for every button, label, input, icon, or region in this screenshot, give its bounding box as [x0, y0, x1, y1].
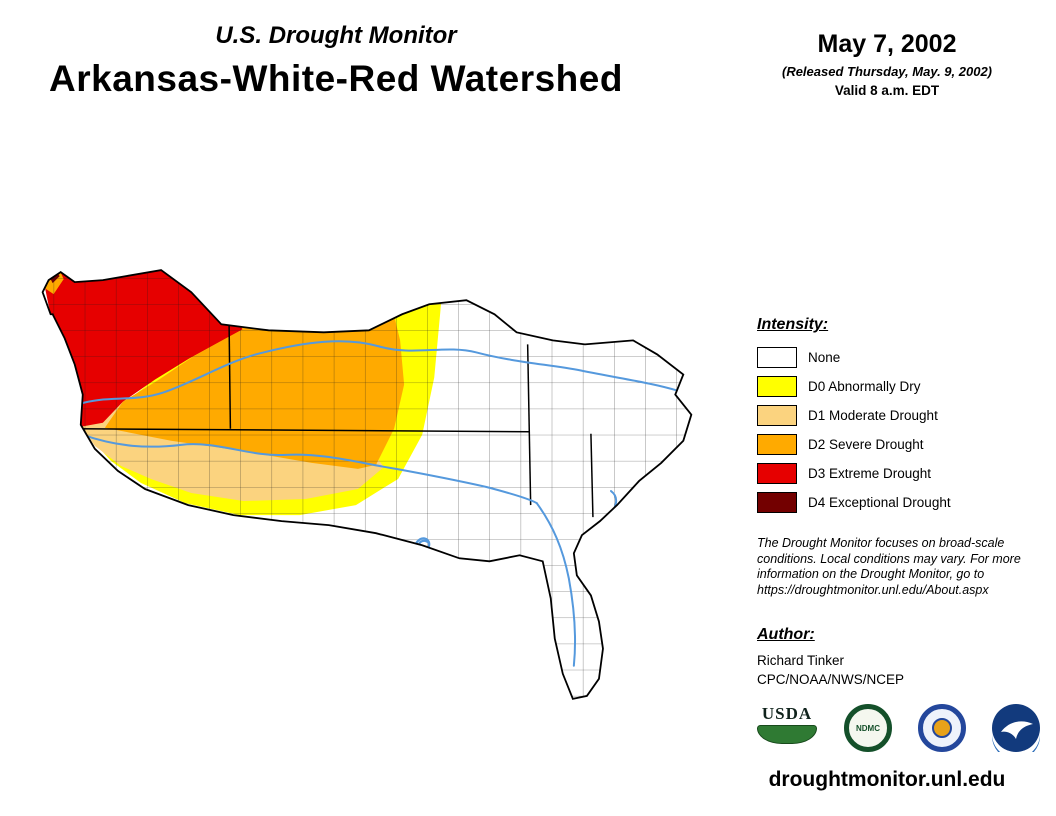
legend-label: D1 Moderate Drought — [808, 407, 938, 423]
legend-item: D0 Abnormally Dry — [757, 375, 1037, 397]
author-block: Author: Richard Tinker CPC/NOAA/NWS/NCEP — [757, 626, 904, 687]
river-tail — [535, 502, 577, 667]
report-title: U.S. Drought Monitor — [215, 22, 457, 49]
watershed-outline — [41, 269, 693, 700]
valid-time: Valid 8 a.m. EDT — [834, 83, 940, 98]
header: U.S. Drought Monitor Arkansas-White-Red … — [0, 22, 672, 100]
ndmc-logo-text: NDMC — [856, 723, 880, 733]
drought-map — [22, 252, 726, 724]
legend-swatch-d0 — [757, 375, 797, 397]
logo-row: USDA NDMC — [756, 704, 1040, 752]
legend-label: D0 Abnormally Dry — [808, 378, 921, 394]
legend: Intensity: None D0 Abnormally Dry D1 Mod… — [757, 316, 1037, 521]
legend-item: None — [757, 346, 1037, 368]
noaa-logo — [992, 704, 1040, 752]
date-block: May 7, 2002 (Released Thursday, May. 9, … — [742, 30, 1032, 98]
cpc-logo — [918, 704, 966, 752]
watershed-map-svg — [41, 269, 693, 700]
author-name: Richard Tinker — [757, 653, 845, 668]
legend-swatch-d3 — [757, 462, 797, 484]
legend-item: D1 Moderate Drought — [757, 404, 1037, 426]
usda-field-shape — [757, 725, 817, 744]
river-arkansas — [75, 340, 679, 406]
author-heading: Author: — [757, 626, 815, 643]
legend-item: D4 Exceptional Drought — [757, 491, 1037, 513]
page-title: Arkansas-White-Red Watershed — [49, 58, 623, 99]
legend-swatch-d2 — [757, 433, 797, 455]
usda-logo: USDA — [756, 705, 818, 751]
usda-logo-text: USDA — [761, 704, 813, 723]
county-grid — [42, 270, 692, 699]
author-org: CPC/NOAA/NWS/NCEP — [757, 672, 905, 687]
legend-label: D4 Exceptional Drought — [808, 494, 951, 510]
legend-swatch-none — [757, 346, 797, 368]
legend-label: D3 Extreme Drought — [808, 465, 932, 481]
legend-heading: Intensity: — [757, 316, 829, 333]
rivers — [75, 340, 679, 667]
released-date: (Released Thursday, May. 9, 2002) — [781, 64, 993, 79]
legend-item: D3 Extreme Drought — [757, 462, 1037, 484]
legend-item: D2 Severe Drought — [757, 433, 1037, 455]
map-date: May 7, 2002 — [817, 30, 957, 58]
site-url-link[interactable]: droughtmonitor.unl.edu — [768, 768, 1006, 791]
legend-swatch-d4 — [757, 491, 797, 513]
legend-label: None — [808, 349, 841, 365]
legend-label: D2 Severe Drought — [808, 436, 924, 452]
disclaimer-text: The Drought Monitor focuses on broad-sca… — [757, 536, 1021, 597]
ndmc-logo: NDMC — [844, 704, 892, 752]
cpc-emblem — [932, 718, 952, 738]
legend-swatch-d1 — [757, 404, 797, 426]
river-canadian — [81, 433, 538, 505]
noaa-emblem-icon — [992, 704, 1040, 752]
